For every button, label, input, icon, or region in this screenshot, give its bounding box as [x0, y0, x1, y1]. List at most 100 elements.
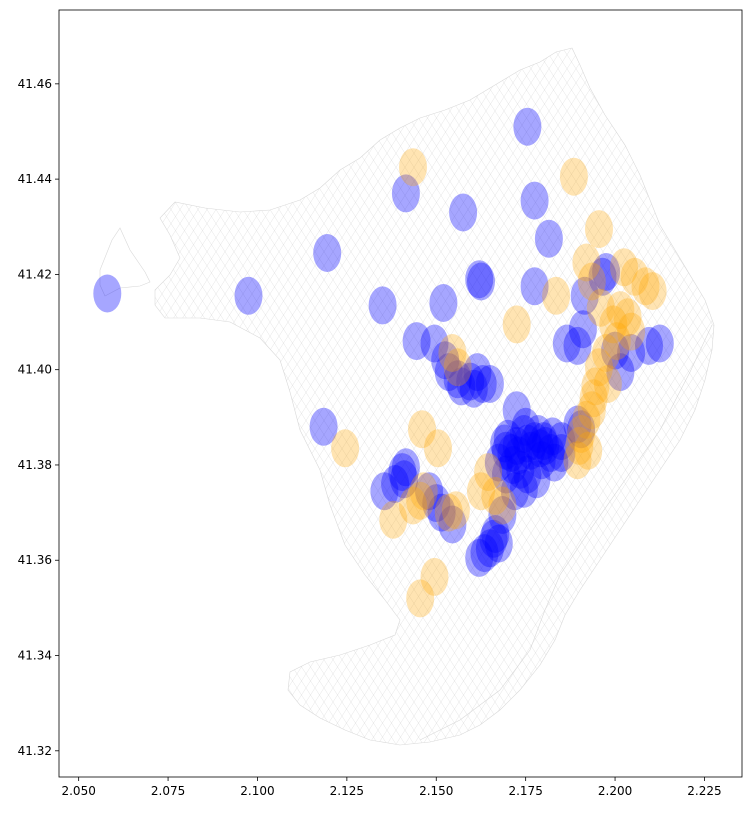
data-point	[443, 360, 472, 399]
y-axis: 41.32 41.34 41.36 41.38 41.40 41.42 41.44 41.46	[18, 77, 59, 758]
plot-frame	[58, 9, 743, 778]
data-point	[638, 272, 667, 311]
street-line	[459, 48, 714, 745]
y-tick-label: 41.36	[18, 553, 52, 567]
data-point	[520, 422, 549, 461]
data-point	[585, 348, 613, 387]
data-point	[475, 365, 504, 403]
street-line	[432, 48, 714, 745]
data-point	[93, 274, 122, 313]
data-point	[588, 257, 617, 296]
data-point	[585, 210, 613, 249]
data-point	[511, 407, 540, 446]
street-line	[288, 48, 714, 745]
data-point	[563, 326, 592, 365]
x-tick-label: 2.175	[508, 784, 542, 798]
street-line	[387, 48, 714, 745]
data-point	[606, 353, 635, 392]
data-point	[484, 443, 513, 482]
x-tick-label: 2.050	[61, 784, 95, 798]
data-point	[601, 331, 630, 370]
data-point	[481, 515, 510, 553]
data-point	[481, 476, 510, 515]
street-line	[423, 48, 714, 745]
data-point	[368, 286, 397, 325]
street-line	[155, 48, 558, 745]
data-point	[479, 519, 508, 558]
data-point	[592, 334, 621, 372]
series-blue	[93, 107, 674, 577]
data-point	[459, 369, 488, 408]
data-point	[540, 443, 569, 482]
data-point	[331, 429, 360, 468]
data-point	[570, 276, 599, 315]
data-point	[568, 310, 597, 349]
x-tick-label: 2.225	[687, 784, 721, 798]
y-tick-label: 41.38	[18, 458, 52, 472]
street-line	[155, 48, 576, 745]
x-tick-label: 2.125	[330, 784, 364, 798]
data-point	[517, 431, 545, 470]
x-tick-label: 2.200	[598, 784, 632, 798]
street-line	[468, 48, 714, 745]
street-line	[333, 48, 714, 745]
coastline	[419, 324, 713, 741]
data-point	[431, 341, 460, 380]
data-point	[492, 431, 520, 470]
data-point	[520, 267, 549, 306]
street-line	[155, 48, 387, 745]
x-tick-label: 2.075	[151, 784, 185, 798]
data-point	[645, 324, 674, 363]
data-point	[474, 453, 503, 492]
data-point	[563, 405, 592, 444]
data-point	[406, 481, 435, 520]
points-layer	[93, 107, 674, 618]
western-spur	[99, 227, 151, 297]
data-point	[520, 181, 549, 220]
x-tick-label: 2.150	[419, 784, 453, 798]
data-point	[497, 434, 526, 472]
street-line	[360, 48, 714, 745]
data-point	[449, 193, 478, 232]
data-point	[599, 305, 628, 344]
street-line	[414, 48, 714, 745]
y-tick-label: 41.32	[18, 744, 52, 758]
data-point	[399, 148, 427, 187]
street-line	[342, 48, 714, 745]
data-point	[513, 455, 542, 494]
data-point	[635, 326, 663, 365]
x-axis: 2.050 2.075 2.100 2.125 2.150 2.175 2.200 2.225	[61, 777, 722, 798]
data-point	[504, 436, 533, 475]
data-point	[467, 472, 495, 511]
data-point	[579, 379, 608, 418]
data-point	[313, 234, 342, 272]
data-point	[370, 472, 399, 511]
street-line	[396, 48, 714, 745]
data-point	[434, 493, 463, 532]
data-point	[563, 441, 592, 480]
data-point	[500, 472, 529, 511]
data-point	[465, 538, 494, 577]
data-point	[499, 446, 528, 484]
data-point	[620, 257, 649, 296]
data-point	[388, 453, 417, 492]
data-point	[381, 465, 410, 503]
data-point	[391, 448, 420, 487]
street-line	[477, 48, 714, 745]
data-point	[567, 415, 596, 453]
data-point	[552, 324, 581, 363]
data-point	[467, 262, 495, 301]
data-point	[492, 455, 520, 494]
data-point	[572, 400, 601, 439]
street-line	[155, 48, 378, 745]
data-point	[456, 362, 485, 401]
data-point	[488, 496, 517, 534]
data-point	[502, 391, 531, 430]
data-point	[379, 500, 408, 539]
street-line	[155, 48, 567, 745]
street-line	[315, 48, 714, 745]
x-tick-label: 2.100	[240, 784, 274, 798]
data-point	[475, 529, 504, 568]
